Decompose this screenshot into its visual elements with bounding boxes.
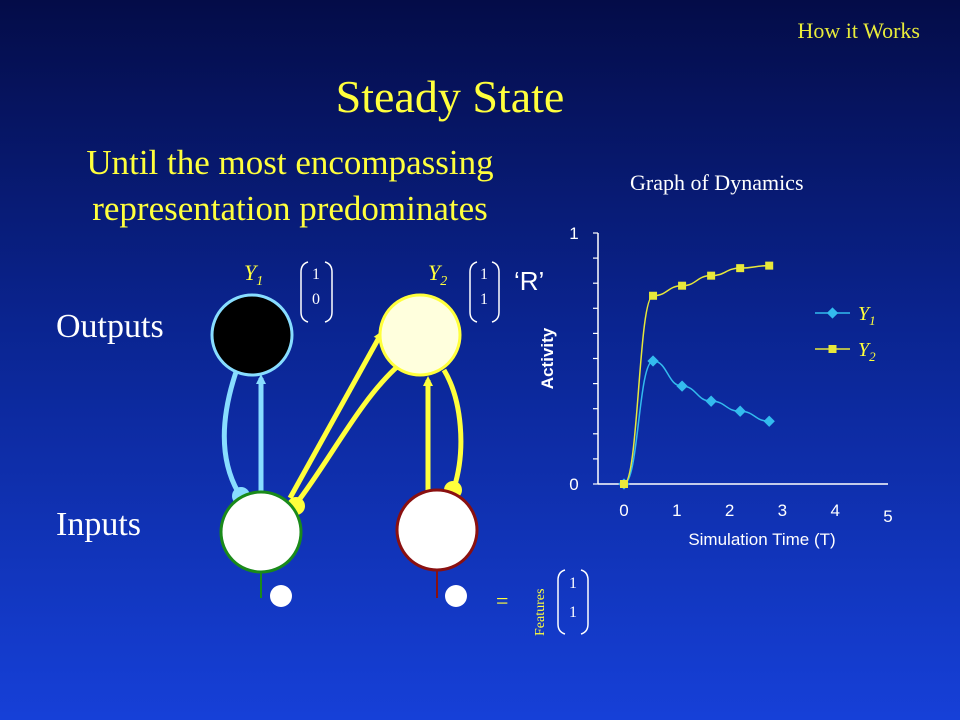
features-vector-value-1: 1 [569, 575, 577, 592]
y2-vector-bracket-right [491, 261, 500, 323]
y1-label: Y1 [244, 260, 263, 289]
features-vector-value-2: 1 [569, 604, 577, 621]
feature2-dot [445, 585, 467, 607]
x-tick-label: 2 [725, 501, 734, 520]
y-tick-label: 0 [569, 475, 578, 494]
legend-marker-y2 [828, 345, 837, 353]
legend-marker-y1 [826, 307, 839, 319]
y2-label: Y2 [428, 260, 447, 289]
y-minor-ticks [593, 232, 598, 485]
y2-vector-bracket-left [469, 261, 478, 323]
input2-node [395, 488, 479, 572]
data-point-y2 [678, 281, 687, 290]
x-tick-label: 4 [830, 501, 839, 520]
y2-feedback-curve-1 [294, 364, 400, 506]
series-layer [618, 261, 775, 490]
subtitle-line-1: Until the most encompassing [86, 143, 494, 182]
x-tick-label: 0 [619, 501, 628, 520]
section-label: How it Works [797, 18, 921, 43]
y2-feedback-curve-2 [441, 368, 464, 489]
feature1-dot [270, 585, 292, 607]
data-point-y2 [649, 291, 658, 300]
x-tick-label: 3 [778, 501, 787, 520]
y1-vector-bracket-left [300, 261, 309, 323]
y2-vector-value-1: 1 [480, 266, 488, 283]
input1-to-y2-arrow-a [287, 330, 384, 500]
data-point-y1 [676, 380, 688, 392]
inputs-label: Inputs [56, 506, 141, 543]
y1-vector-bracket-right [324, 261, 333, 323]
subtitle-line-2: representation predominates [92, 189, 488, 228]
y1-vector-value-1: 1 [312, 266, 320, 283]
y-axis-label: Activity [538, 327, 557, 389]
data-point-y1 [647, 355, 659, 367]
legend-label-y2: Y2 [858, 339, 876, 364]
equals-sign: = [496, 588, 508, 613]
features-label: Features [533, 589, 548, 636]
features-bracket-right [580, 569, 589, 635]
features-bracket-left [557, 569, 566, 635]
x-tick-labels: 0 1 2 3 4 5 [619, 501, 892, 526]
data-point-y1 [734, 405, 746, 417]
data-point-y1 [705, 395, 717, 407]
graph-title: Graph of Dynamics [630, 170, 804, 195]
y1-vector-value-2: 0 [312, 291, 320, 308]
y2-output-node [378, 293, 462, 377]
y1-feedback-curve [221, 371, 241, 494]
series-line-y1 [623, 360, 770, 485]
r-label: ‘R’ [514, 266, 544, 296]
data-point-y1 [763, 415, 775, 427]
x-tick-label: 5 [883, 507, 892, 526]
x-axis-label: Simulation Time (T) [688, 530, 835, 549]
y1-output-node [210, 293, 294, 377]
slide-subtitle: Until the most encompassing representati… [30, 140, 550, 232]
y-tick-label: 1 [569, 224, 578, 243]
data-point-y2 [620, 480, 628, 488]
slide-title: Steady State [335, 71, 565, 122]
outputs-label: Outputs [56, 308, 164, 345]
x-tick-label: 1 [672, 501, 681, 520]
legend-label-y1: Y1 [858, 303, 876, 328]
data-point-y2 [765, 261, 774, 270]
y2-vector-value-2: 1 [480, 291, 488, 308]
data-point-y2 [707, 271, 716, 280]
input1-node [219, 490, 303, 574]
y-tick-labels: 01 [569, 224, 578, 494]
data-point-y2 [736, 264, 745, 273]
